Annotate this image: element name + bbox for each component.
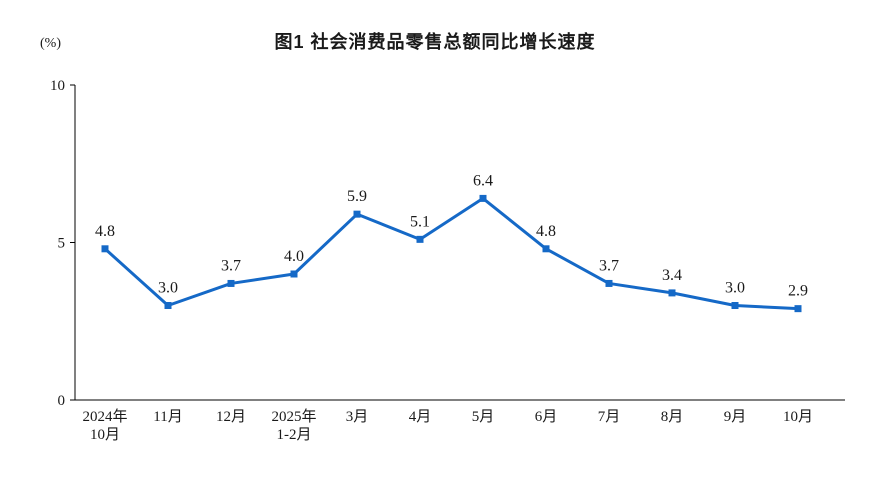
data-point-label: 3.7	[599, 257, 619, 274]
x-axis-label: 12月	[216, 409, 246, 425]
data-point-marker	[164, 302, 172, 309]
data-point-marker	[353, 210, 361, 218]
data-point-label: 5.1	[410, 213, 430, 230]
data-point-label: 5.9	[347, 188, 367, 205]
data-point-label: 4.8	[536, 223, 556, 240]
chart-title: 图1 社会消费品零售总额同比增长速度	[274, 32, 596, 52]
y-tick-label: 0	[58, 393, 66, 409]
x-axis-label: 9月	[724, 409, 747, 425]
x-axis-label: 10月	[783, 409, 813, 425]
data-point-marker	[668, 289, 676, 297]
x-axis-label: 2024年 10月	[82, 408, 127, 443]
data-point-marker	[794, 305, 802, 313]
x-axis-label: 6月	[535, 409, 558, 425]
data-point-label: 3.7	[221, 257, 241, 274]
data-point-marker	[731, 302, 739, 309]
data-point-label: 4.8	[95, 223, 115, 240]
x-axis-label: 11月	[153, 409, 182, 425]
data-point-label: 6.4	[473, 172, 493, 189]
data-point-label: 3.0	[725, 280, 745, 297]
data-point-label: 3.0	[158, 280, 178, 297]
data-point-marker	[479, 194, 487, 202]
data-point-label: 3.4	[662, 267, 682, 284]
y-tick-label: 5	[58, 236, 66, 252]
data-point-marker	[227, 279, 235, 287]
x-axis-label: 3月	[346, 409, 369, 425]
x-axis-label: 5月	[472, 409, 495, 425]
data-point-marker	[290, 270, 298, 278]
x-axis-label: 4月	[409, 409, 432, 425]
data-point-label: 4.0	[284, 248, 304, 265]
data-point-marker	[542, 245, 550, 253]
x-axis-label: 2025年 1-2月	[271, 408, 316, 443]
data-point-marker	[101, 245, 109, 253]
x-axis-label: 7月	[598, 409, 621, 425]
data-line	[103, 196, 800, 311]
y-axis-unit-label: (%)	[40, 36, 61, 51]
x-axis-label: 8月	[661, 409, 684, 425]
data-point-label: 2.9	[788, 283, 808, 300]
data-point-marker	[605, 279, 613, 287]
y-tick-label: 10	[50, 78, 65, 94]
data-point-marker	[416, 235, 424, 243]
